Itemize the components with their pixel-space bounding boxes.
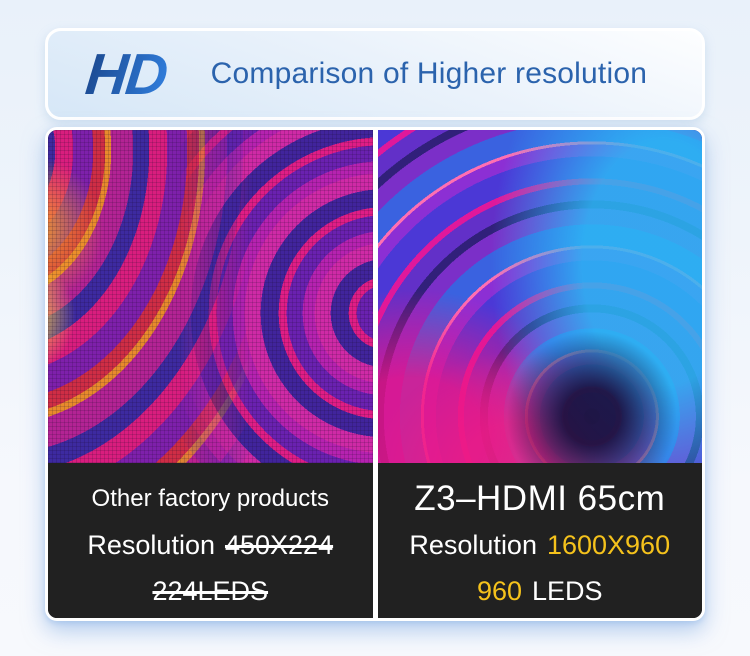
left-comparison-side: Other factory products Resolution 450X224…: [48, 130, 373, 618]
hd-logo: HD: [82, 41, 177, 108]
right-leds-label: LEDS: [532, 575, 603, 606]
left-caption: Other factory products Resolution 450X224…: [48, 463, 373, 618]
right-resolution-line: Resolution 1600X960: [409, 522, 670, 568]
left-product-image: [48, 130, 373, 463]
right-caption: Z3–HDMI 65cm Resolution 1600X960 960 LEDS: [377, 463, 702, 618]
right-leds-line: 960 LEDS: [477, 568, 603, 614]
header-card: HD Comparison of Higher resolution: [45, 28, 705, 120]
left-leds-line: 224LEDS: [152, 568, 268, 614]
panel-divider: [372, 130, 378, 618]
right-comparison-side: Z3–HDMI 65cm Resolution 1600X960 960 LEDS: [377, 130, 702, 618]
left-resolution-value: 450X224: [224, 529, 334, 560]
left-leds-value: 224LEDS: [152, 575, 269, 606]
right-product-name: Z3–HDMI 65cm: [414, 479, 666, 518]
comparison-panel: Other factory products Resolution 450X224…: [45, 127, 705, 621]
page-title: Comparison of Higher resolution: [210, 57, 648, 90]
right-product-image: [377, 130, 702, 463]
left-resolution-label: Resolution: [87, 529, 215, 560]
right-resolution-label: Resolution: [409, 529, 537, 560]
left-resolution-line: Resolution 450X224: [87, 522, 333, 568]
left-product-name: Other factory products: [91, 485, 329, 512]
right-resolution-value: 1600X960: [546, 529, 671, 560]
left-image-swoosh-decor: [177, 130, 373, 463]
right-leds-value: 960: [476, 575, 522, 606]
